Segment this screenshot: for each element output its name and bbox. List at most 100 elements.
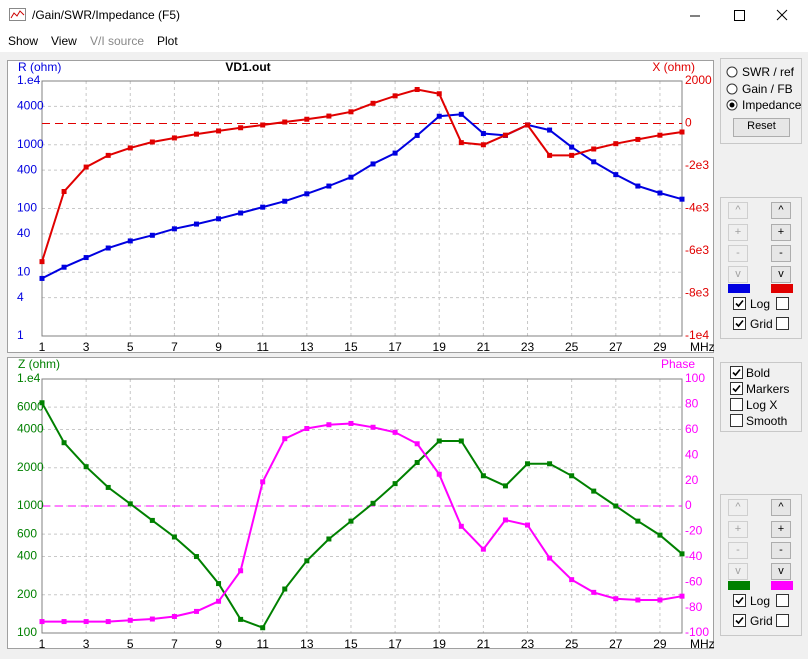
- y2-tick-label: -8e3: [685, 286, 709, 300]
- data-marker: [149, 616, 155, 622]
- data-marker: [127, 501, 133, 507]
- x-tick-label: 21: [477, 340, 491, 354]
- x-tick-label: 3: [83, 637, 90, 651]
- data-marker: [458, 523, 464, 529]
- data-marker: [679, 129, 685, 135]
- data-marker: [127, 145, 133, 151]
- app-icon: [9, 8, 26, 21]
- x-tick-label: 27: [609, 340, 623, 354]
- data-marker: [105, 619, 111, 625]
- data-marker: [525, 461, 531, 467]
- y2-tick-label: 40: [685, 447, 699, 461]
- data-marker: [370, 100, 376, 106]
- data-marker: [238, 210, 244, 216]
- x-tick-label: 29: [653, 637, 667, 651]
- data-marker: [282, 198, 288, 204]
- data-marker: [502, 517, 508, 523]
- data-marker: [436, 91, 442, 97]
- data-marker: [127, 238, 133, 244]
- y-tick-label: 1.e4: [17, 73, 41, 87]
- y2-tick-label: 2000: [685, 73, 712, 87]
- x-tick-label: 21: [477, 637, 491, 651]
- y2-tick-label: -2e3: [685, 158, 709, 172]
- data-marker: [635, 518, 641, 524]
- data-marker: [105, 484, 111, 490]
- menu-item[interactable]: View: [51, 34, 77, 48]
- menu-item[interactable]: Show: [8, 34, 39, 48]
- reset-button[interactable]: Reset: [733, 118, 790, 137]
- data-marker: [171, 613, 177, 619]
- data-marker: [238, 568, 244, 574]
- data-marker: [436, 113, 442, 119]
- data-marker: [657, 532, 663, 538]
- y2-tick-label: -100: [685, 625, 709, 639]
- data-marker: [304, 116, 310, 122]
- data-marker: [679, 593, 685, 599]
- y2-tick-label: -1e4: [685, 328, 709, 342]
- menu-item[interactable]: Plot: [157, 34, 178, 48]
- data-marker: [238, 616, 244, 622]
- data-marker: [525, 522, 531, 528]
- data-marker: [149, 139, 155, 145]
- data-marker: [392, 150, 398, 156]
- y2-tick-label: 20: [685, 473, 699, 487]
- data-marker: [591, 146, 597, 152]
- y-tick-label: 40: [17, 226, 31, 240]
- window-buttons[interactable]: [680, 0, 808, 32]
- data-marker: [39, 619, 45, 625]
- data-marker: [105, 245, 111, 251]
- data-marker: [370, 161, 376, 167]
- data-marker: [370, 500, 376, 506]
- chart-panel: [7, 357, 714, 649]
- data-marker: [613, 596, 619, 602]
- x-tick-label: 27: [609, 637, 623, 651]
- data-marker: [260, 625, 266, 631]
- data-marker: [216, 581, 222, 587]
- data-marker: [569, 144, 575, 150]
- data-marker: [502, 132, 508, 138]
- x-tick-label: 17: [388, 340, 402, 354]
- series-line: [41, 88, 683, 262]
- x-tick-label: 1: [39, 340, 46, 354]
- chart-panel: [7, 60, 714, 353]
- y-tick-label: 100: [17, 625, 37, 639]
- data-marker: [127, 617, 133, 623]
- y-tick-label: 6000: [17, 399, 44, 413]
- x-tick-label: 11: [256, 340, 269, 354]
- data-marker: [304, 558, 310, 564]
- data-marker: [304, 426, 310, 432]
- y2-tick-label: -80: [685, 600, 703, 614]
- y2-tick-label: -60: [685, 574, 703, 588]
- y-tick-label: 2000: [17, 460, 44, 474]
- x-tick-label: 9: [215, 637, 222, 651]
- y2-tick-label: 80: [685, 397, 699, 411]
- data-marker: [105, 152, 111, 158]
- data-marker: [348, 109, 354, 115]
- menu-item[interactable]: V/I source: [90, 34, 145, 48]
- data-marker: [547, 461, 553, 467]
- data-marker: [458, 111, 464, 117]
- data-marker: [171, 135, 177, 141]
- x-tick-label: 15: [344, 637, 358, 651]
- data-marker: [61, 619, 67, 625]
- x-tick-label: 13: [300, 340, 314, 354]
- data-marker: [282, 436, 288, 442]
- y-tick-label: 1000: [17, 498, 44, 512]
- data-marker: [193, 221, 199, 227]
- y2-axis-label: X (ohm): [652, 60, 695, 74]
- x-tick-label: 9: [215, 340, 222, 354]
- y2-tick-label: 60: [685, 422, 699, 436]
- data-marker: [525, 122, 531, 128]
- data-marker: [679, 196, 685, 202]
- data-marker: [569, 473, 575, 479]
- data-marker: [370, 424, 376, 430]
- data-marker: [414, 87, 420, 92]
- data-marker: [436, 471, 442, 477]
- data-marker: [480, 142, 486, 148]
- menu-bar: Show View V/I source Plot: [0, 32, 808, 52]
- data-marker: [83, 164, 89, 170]
- data-marker: [193, 131, 199, 137]
- plot-frame: [41, 80, 683, 337]
- y2-tick-label: 100: [685, 371, 705, 385]
- data-marker: [635, 136, 641, 142]
